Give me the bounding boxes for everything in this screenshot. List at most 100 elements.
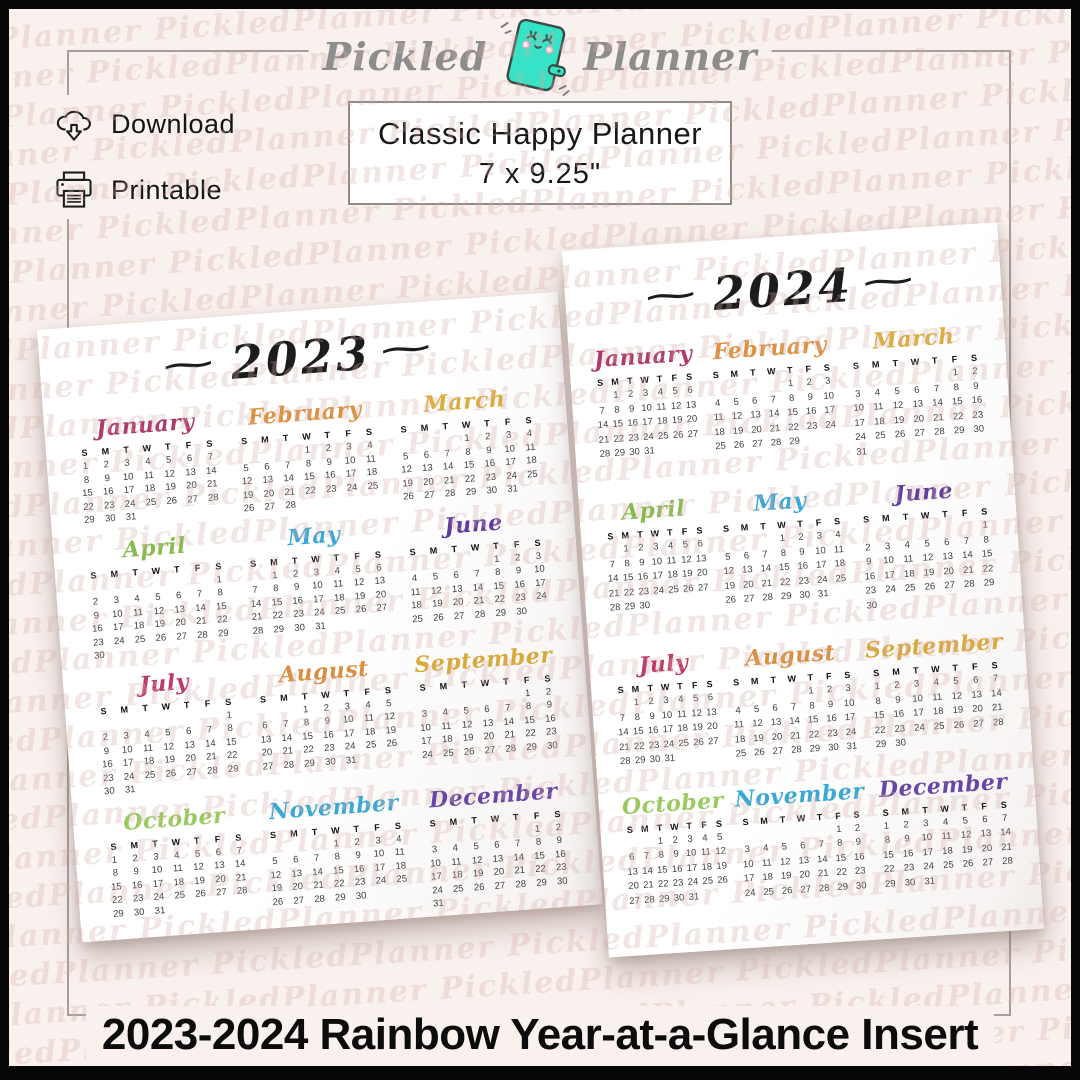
day-cell: 26 xyxy=(781,884,793,897)
day-cell: 26 xyxy=(716,874,729,887)
weekday-header: M xyxy=(871,359,880,370)
day-cell: 25 xyxy=(678,737,690,749)
day-cell: 28 xyxy=(643,893,656,906)
day-cell: 22 xyxy=(787,421,800,433)
empty-cell xyxy=(717,535,736,551)
day-cell: 31 xyxy=(924,875,936,887)
day-cell: 22 xyxy=(623,586,635,599)
day-cell: 18 xyxy=(677,722,689,735)
day-cell: 22 xyxy=(836,866,848,879)
day-cell: 29 xyxy=(780,590,792,603)
day-cell: 4 xyxy=(657,386,664,398)
day-cell: 21 xyxy=(769,422,781,435)
day-cell: 26 xyxy=(962,858,974,870)
day-cell: 11 xyxy=(941,830,952,843)
day-cell: 5 xyxy=(924,537,931,550)
day-cell: 8 xyxy=(953,381,960,393)
day-cell: 17 xyxy=(815,559,828,571)
day-cell: 10 xyxy=(911,692,924,705)
empty-cell xyxy=(763,378,782,394)
day-cell: 18 xyxy=(873,415,886,428)
empty-cell xyxy=(811,823,830,839)
weekday-header: T xyxy=(637,529,644,540)
printable-label: Printable xyxy=(111,174,223,205)
mini-calendar-december: December S M T W T F S 1 2 3 4 5 6 7 8 9 10 11 12 13 14 15 16 17… xyxy=(873,768,1019,892)
day-cell: 18 xyxy=(932,705,944,718)
weekday-header: F xyxy=(951,354,958,365)
weekday-header: S xyxy=(596,377,604,388)
day-cell: 17 xyxy=(883,569,896,581)
day-cell: 5 xyxy=(682,539,689,551)
day-cell: 17 xyxy=(641,416,654,429)
flourish-swash: ~ xyxy=(856,261,928,300)
day-cell: 17 xyxy=(652,570,664,582)
day-cell: 3 xyxy=(913,678,920,690)
weekday-header: M xyxy=(881,512,890,524)
day-cell: 23 xyxy=(672,877,684,890)
day-cell: 12 xyxy=(690,707,703,719)
day-cell: 2 xyxy=(806,376,813,389)
day-cell: 31 xyxy=(855,445,868,458)
month-day-grid: S M T W T F S 1 2 3 4 5 6 7 8 9 10 11 12 13 14 15 16 17 18 19 20 21… xyxy=(592,369,702,462)
day-cell: 14 xyxy=(597,419,609,432)
day-cell: 2 xyxy=(648,695,655,708)
day-cell: 30 xyxy=(355,889,367,902)
empty-cell xyxy=(792,824,811,840)
day-cell: 5 xyxy=(781,841,788,853)
flourish-swash: ~ xyxy=(374,329,446,368)
day-cell: 25 xyxy=(367,479,379,492)
day-cell: 1 xyxy=(787,377,794,390)
mini-calendar-october: October S M T W T F S 1 2 3 4 5 6 7 8 9 10 11 12 13 14 15 16 17 1… xyxy=(100,800,255,934)
day-cell: 18 xyxy=(701,860,713,873)
day-cell: 27 xyxy=(772,745,784,758)
weekday-header: M xyxy=(901,805,910,817)
month-day-grid: S M T W T F S 1 2 3 4 5 6 7 8 9 10 11 12 13 14 15 16 17 18 19 20 21… xyxy=(622,816,732,909)
day-cell: 18 xyxy=(941,844,954,857)
day-cell: 3 xyxy=(687,833,694,845)
day-cell: 28 xyxy=(236,885,248,897)
mini-calendar-july: July S M T W T F S 1 2 3 4 5 6 7 8 9 10 11 12 13 14 15 16 17 18 19… xyxy=(90,665,245,799)
day-cell: 17 xyxy=(844,711,856,724)
day-cell: 8 xyxy=(634,711,641,723)
day-cell: 19 xyxy=(671,414,683,427)
weekday-header: T xyxy=(912,665,919,676)
weekday-header: W xyxy=(940,803,950,814)
weekday-header: F xyxy=(825,671,832,682)
day-cell: 26 xyxy=(753,746,766,759)
day-cell: 26 xyxy=(432,611,445,624)
day-cell: 29 xyxy=(634,754,646,767)
weekday-header: W xyxy=(660,681,670,693)
empty-cell xyxy=(847,372,868,388)
day-cell: 24 xyxy=(913,721,926,734)
day-cell: 6 xyxy=(707,691,714,704)
day-cell: 15 xyxy=(622,572,634,584)
day-cell: 19 xyxy=(780,870,792,882)
day-cell: 28 xyxy=(284,499,297,512)
weekday-header: T xyxy=(952,662,959,674)
day-cell: 28 xyxy=(992,716,1004,728)
day-cell: 31 xyxy=(125,511,137,523)
month-day-grid: S M T W T F S 1 2 3 4 5 6 7 8 9 10 11 12 13 14 15 16 17 18 19 20 21… xyxy=(93,694,246,799)
weekday-header: W xyxy=(640,374,650,386)
day-cell: 27 xyxy=(697,581,709,594)
day-cell: 3 xyxy=(642,387,649,399)
weekday-header: W xyxy=(787,673,797,684)
day-cell: 30 xyxy=(515,605,528,618)
weekday-header: S xyxy=(970,352,978,364)
months-grid-2024: January S M T W T F S 1 2 3 4 5 6 7 8 9 10 11 12 13 14 15 16 17 1… xyxy=(567,302,1041,911)
day-cell: 11 xyxy=(656,400,667,413)
day-cell: 9 xyxy=(628,403,635,415)
day-cell: 10 xyxy=(742,858,754,870)
day-cell: 28 xyxy=(207,491,219,504)
day-cell: 25 xyxy=(657,429,669,442)
day-cell: 2 xyxy=(797,531,804,543)
day-cell: 2 xyxy=(903,818,910,831)
calendar-page-2023: ~2023~ January S M T W T F S 1 2 3 4 5 6 7 8 9 10 11 12 13 14… xyxy=(37,291,603,943)
day-cell: 8 xyxy=(780,547,787,559)
day-cell: 29 xyxy=(227,762,239,775)
day-cell: 6 xyxy=(751,394,758,407)
mini-calendar-january: January S M T W T F S 1 2 3 4 5 6 7 8 9 10 11 12 13 14 15 16 17 1… xyxy=(72,407,226,528)
day-cell: 21 xyxy=(789,729,802,742)
weekday-header: F xyxy=(971,661,978,672)
day-cell: 16 xyxy=(971,394,983,407)
